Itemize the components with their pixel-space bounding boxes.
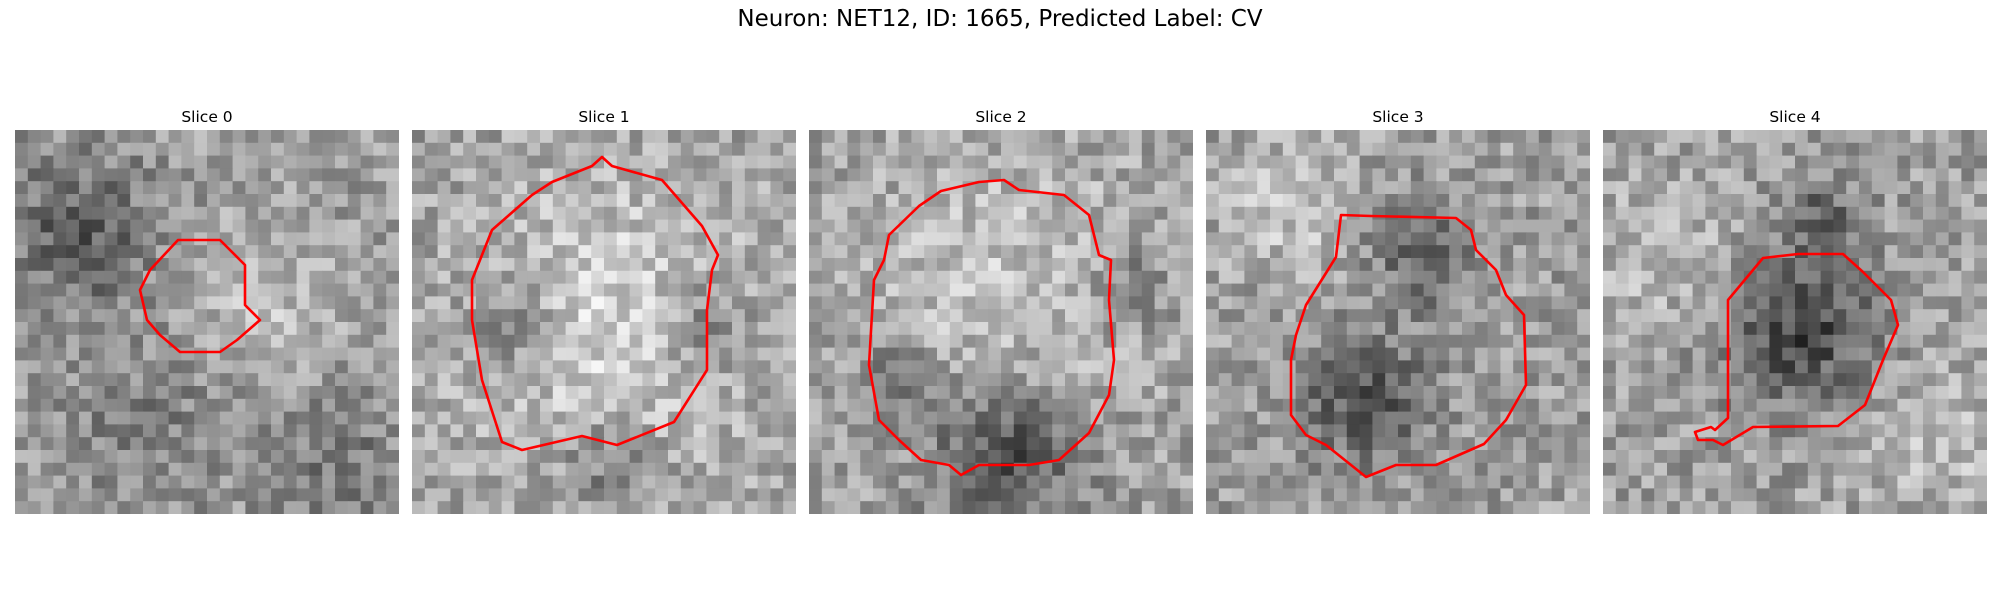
contour-outline	[867, 178, 1116, 477]
slice-image	[15, 130, 399, 514]
slice-image	[809, 130, 1193, 514]
slice-title: Slice 2	[975, 108, 1027, 126]
slice-panel-1: Slice 1	[412, 104, 796, 514]
slice-image	[1206, 130, 1590, 514]
slice-image	[1603, 130, 1987, 514]
slice-title: Slice 0	[181, 108, 233, 126]
slice-panel-0: Slice 0	[15, 104, 399, 514]
contour-outline	[1289, 213, 1528, 479]
contour-outline	[1693, 252, 1900, 447]
slice-title: Slice 3	[1372, 108, 1424, 126]
contour-outline	[138, 238, 262, 354]
contour-outline	[470, 155, 720, 452]
slice-panel-2: Slice 2	[809, 104, 1193, 514]
slice-panel-3: Slice 3	[1206, 104, 1590, 514]
figure-title: Neuron: NET12, ID: 1665, Predicted Label…	[737, 6, 1263, 32]
slice-title: Slice 4	[1769, 108, 1821, 126]
slice-panel-4: Slice 4	[1603, 104, 1987, 514]
slice-title: Slice 1	[578, 108, 630, 126]
slice-image	[412, 130, 796, 514]
